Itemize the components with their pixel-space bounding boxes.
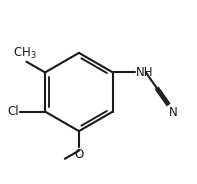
- Text: NH: NH: [135, 66, 153, 79]
- Text: O: O: [74, 148, 84, 161]
- Text: CH$_3$: CH$_3$: [13, 45, 37, 61]
- Text: Cl: Cl: [7, 105, 19, 118]
- Text: N: N: [169, 106, 177, 119]
